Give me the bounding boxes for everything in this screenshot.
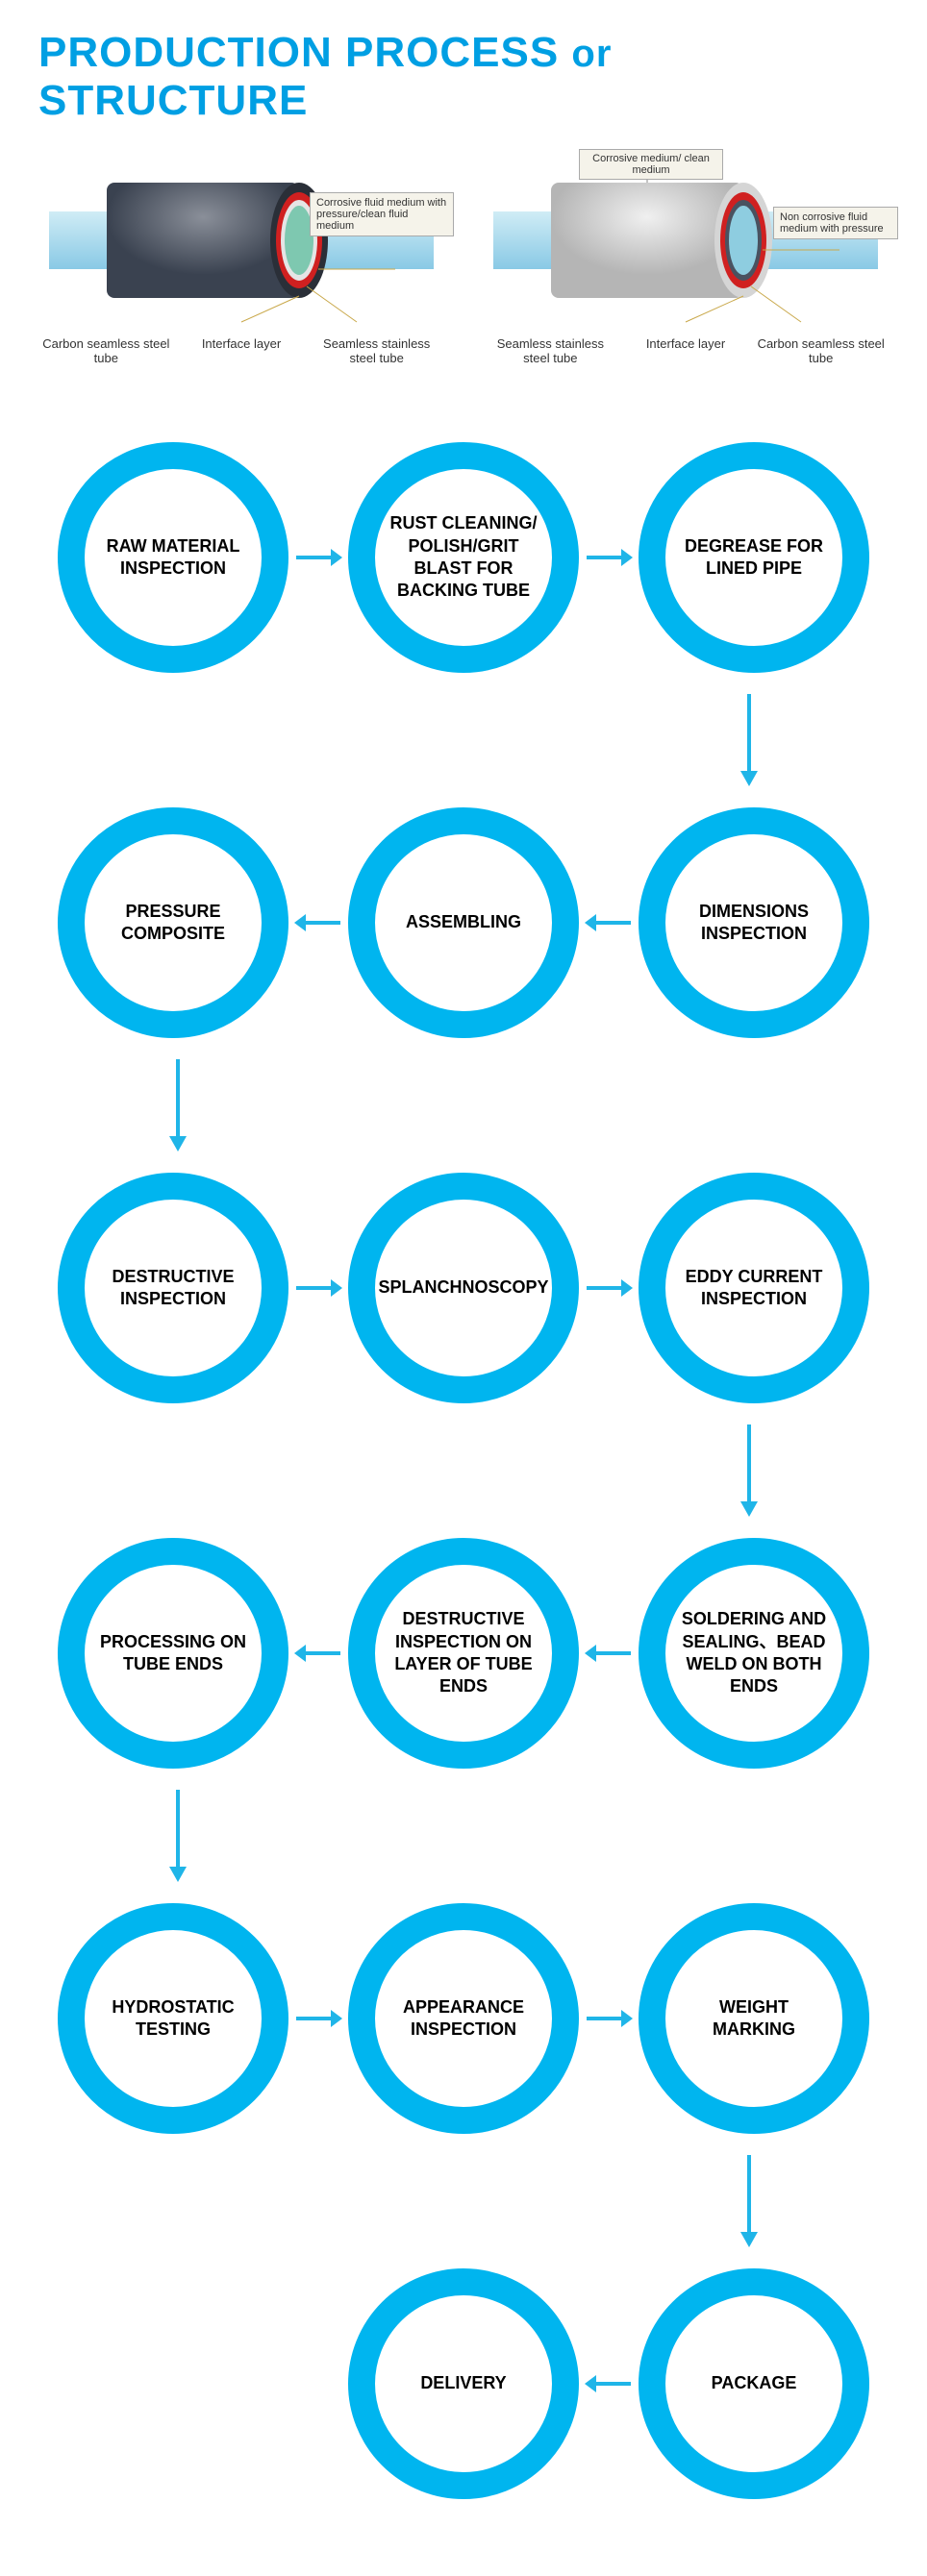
arrow-left-icon	[294, 908, 342, 937]
arrow-left-icon	[585, 2369, 633, 2398]
flow-node-label: DEGREASE FOR LINED PIPE	[680, 535, 828, 581]
empty-slot	[58, 2268, 288, 2499]
tube-left-callout: Corrosive fluid medium with pressure/cle…	[310, 192, 454, 236]
flow-node-label: APPEARANCE INSPECTION	[389, 1996, 538, 2042]
title-main: PRODUCTION PROCESS	[38, 29, 559, 76]
tube-right-svg	[483, 154, 889, 327]
flow-node-16: DELIVERY	[348, 2268, 579, 2499]
flow-node-label: SOLDERING AND SEALING、BEAD WELD ON BOTH …	[680, 1608, 828, 1698]
arrow-right-icon	[294, 543, 342, 572]
tube-left: Corrosive fluid medium with pressure/cle…	[38, 154, 444, 365]
flow-node-label: DELIVERY	[420, 2372, 506, 2394]
flow-node-7: SPLANCHNOSCOPY	[348, 1173, 579, 1403]
tube-left-labels: Carbon seamless steel tube Interface lay…	[38, 336, 444, 365]
arrow-right-icon	[294, 1274, 342, 1302]
v-connector	[58, 2153, 869, 2249]
flow-node-12: HYDROSTATIC TESTING	[58, 1903, 288, 2134]
flow-node-5: DIMENSIONS INSPECTION	[639, 807, 869, 1038]
arrow-left-icon	[294, 1639, 342, 1668]
tube-right-labels: Seamless stainless steel tube Interface …	[483, 336, 889, 365]
arrow-down-icon	[735, 692, 764, 788]
flow-node-4: ASSEMBLING	[348, 807, 579, 1038]
tube-right-callout-side: Non corrosive fluid medium with pressure	[773, 207, 898, 239]
arrow-right-icon	[585, 1274, 633, 1302]
v-connector	[58, 1788, 869, 1884]
flow-node-label: DESTRUCTIVE INSPECTION	[99, 1266, 247, 1311]
arrow-right-icon	[585, 543, 633, 572]
arrow-down-icon	[163, 1057, 192, 1153]
tubes-section: Corrosive fluid medium with pressure/cle…	[0, 144, 927, 404]
tube-left-label-2: Seamless stainless steel tube	[309, 336, 444, 365]
tube-right-label-2: Carbon seamless steel tube	[753, 336, 889, 365]
tube-left-label-0: Carbon seamless steel tube	[38, 336, 174, 365]
tube-right: Corrosive medium/ clean medium Non corro…	[483, 154, 889, 365]
tube-right-callout-top: Corrosive medium/ clean medium	[579, 149, 723, 180]
arrow-down-icon	[735, 1423, 764, 1519]
flow-node-label: SPLANCHNOSCOPY	[378, 1276, 548, 1299]
flowchart: RAW MATERIAL INSPECTION RUST CLEANING/ P…	[0, 404, 927, 2576]
flow-node-label: PROCESSING ON TUBE ENDS	[99, 1631, 247, 1676]
flow-node-label: RUST CLEANING/ POLISH/GRIT BLAST FOR BAC…	[389, 512, 538, 603]
flow-node-0: RAW MATERIAL INSPECTION	[58, 442, 288, 673]
arrow-right-icon	[294, 2004, 342, 2033]
flow-node-6: DESTRUCTIVE INSPECTION	[58, 1173, 288, 1403]
flow-node-17: PACKAGE	[639, 2268, 869, 2499]
flow-node-14: WEIGHT MARKING	[639, 1903, 869, 2134]
tube-right-label-1: Interface layer	[618, 336, 754, 365]
flow-row: DESTRUCTIVE INSPECTION SPLANCHNOSCOPY ED…	[58, 1153, 869, 1423]
title-or: or	[571, 33, 612, 75]
flow-node-label: EDDY CURRENT INSPECTION	[680, 1266, 828, 1311]
flow-row: PRESSURE COMPOSITE ASSEMBLING DIMENSIONS…	[58, 788, 869, 1057]
flow-node-label: PACKAGE	[712, 2372, 797, 2394]
tube-left-label-1: Interface layer	[174, 336, 310, 365]
flow-node-label: HYDROSTATIC TESTING	[99, 1996, 247, 2042]
flow-node-label: ASSEMBLING	[406, 911, 521, 933]
flow-row: RAW MATERIAL INSPECTION RUST CLEANING/ P…	[58, 423, 869, 692]
flow-node-2: DEGREASE FOR LINED PIPE	[639, 442, 869, 673]
arrow-left-icon	[585, 1639, 633, 1668]
flow-node-1: RUST CLEANING/ POLISH/GRIT BLAST FOR BAC…	[348, 442, 579, 673]
flow-node-label: RAW MATERIAL INSPECTION	[99, 535, 247, 581]
arrow-down-icon	[735, 2153, 764, 2249]
flow-row: DELIVERY PACKAGE	[58, 2249, 869, 2518]
v-connector	[58, 692, 869, 788]
flow-node-13: APPEARANCE INSPECTION	[348, 1903, 579, 2134]
flow-node-11: SOLDERING AND SEALING、BEAD WELD ON BOTH …	[639, 1538, 869, 1769]
page-title: PRODUCTION PROCESS or STRUCTURE	[0, 0, 927, 144]
tube-right-label-0: Seamless stainless steel tube	[483, 336, 618, 365]
flow-row: HYDROSTATIC TESTING APPEARANCE INSPECTIO…	[58, 1884, 869, 2153]
tube-left-svg	[38, 154, 444, 327]
v-connector	[58, 1057, 869, 1153]
arrow-spacer	[294, 2369, 342, 2398]
arrow-down-icon	[163, 1788, 192, 1884]
title-structure: STRUCTURE	[38, 77, 308, 124]
flow-node-label: DESTRUCTIVE INSPECTION ON LAYER OF TUBE …	[389, 1608, 538, 1698]
flow-node-3: PRESSURE COMPOSITE	[58, 807, 288, 1038]
arrow-left-icon	[585, 908, 633, 937]
v-connector	[58, 1423, 869, 1519]
flow-row: PROCESSING ON TUBE ENDS DESTRUCTIVE INSP…	[58, 1519, 869, 1788]
flow-node-10: DESTRUCTIVE INSPECTION ON LAYER OF TUBE …	[348, 1538, 579, 1769]
arrow-right-icon	[585, 2004, 633, 2033]
flow-node-label: WEIGHT MARKING	[680, 1996, 828, 2042]
flow-node-9: PROCESSING ON TUBE ENDS	[58, 1538, 288, 1769]
flow-node-label: PRESSURE COMPOSITE	[99, 901, 247, 946]
flow-node-8: EDDY CURRENT INSPECTION	[639, 1173, 869, 1403]
flow-node-label: DIMENSIONS INSPECTION	[680, 901, 828, 946]
